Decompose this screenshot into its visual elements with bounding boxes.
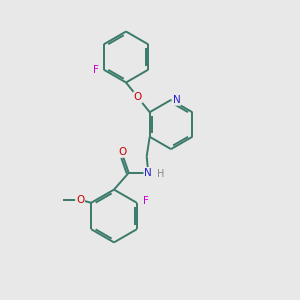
Text: O: O [118, 147, 127, 157]
Text: N: N [172, 95, 180, 105]
Text: N: N [144, 168, 152, 178]
Text: F: F [143, 196, 149, 206]
Text: O: O [76, 195, 84, 205]
Text: O: O [134, 92, 142, 102]
Text: F: F [93, 65, 98, 75]
Text: H: H [157, 169, 164, 179]
